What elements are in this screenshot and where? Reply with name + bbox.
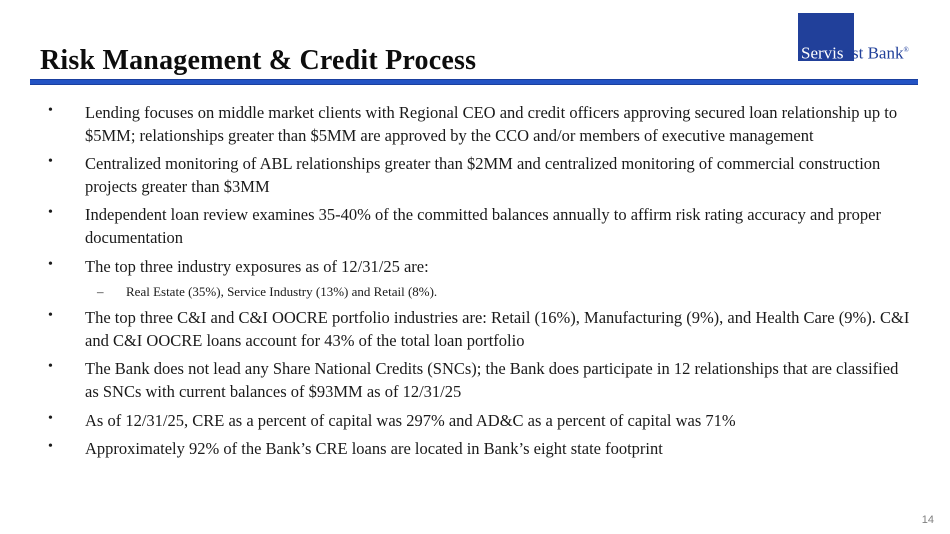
bullet-marker: • [48,438,53,454]
bullet-text: The Bank does not lead any Share Nationa… [85,359,899,402]
logo-servis-text: Servis [801,44,844,63]
bullet-text: As of 12/31/25, CRE as a percent of capi… [85,410,736,430]
sub-list-item: – Real Estate (35%), Service Industry (1… [97,283,914,301]
bullet-marker: • [48,410,53,426]
dash-marker: – [97,283,104,299]
bullet-text: The top three C&I and C&I OOCRE portfoli… [85,308,910,351]
list-item: • The top three C&I and C&I OOCRE portfo… [48,306,914,352]
list-item: • Independent loan review examines 35-40… [48,203,914,249]
list-item: • As of 12/31/25, CRE as a percent of ca… [48,409,914,432]
list-item: • Approximately 92% of the Bank’s CRE lo… [48,437,914,460]
sub-bullet-text: Real Estate (35%), Service Industry (13%… [126,283,438,299]
page-title: Risk Management & Credit Process [40,44,477,76]
title-divider-rule [30,79,918,85]
bullet-text: Centralized monitoring of ABL relationsh… [85,154,881,197]
bullet-text: Independent loan review examines 35-40% … [85,205,881,248]
logo-blue-square [798,13,854,61]
bullet-marker: • [48,205,53,221]
bullet-text: The top three industry exposures as of 1… [85,256,429,276]
servisfirst-bank-logo: Servis1st Bank® [798,13,910,63]
bullet-marker: • [48,359,53,375]
bullet-marker: • [48,154,53,170]
list-item: • Lending focuses on middle market clien… [48,101,914,147]
bullet-marker: • [48,103,53,118]
bullet-marker: • [48,308,53,324]
logo-wordmark: Servis1st Bank® [801,42,909,62]
logo-firstbank-text: 1st Bank [843,44,904,63]
list-item: • Centralized monitoring of ABL relation… [48,152,914,198]
bullet-marker: • [48,256,53,272]
bullet-text: Approximately 92% of the Bank’s CRE loan… [85,438,663,458]
list-item: • The Bank does not lead any Share Natio… [48,357,914,403]
registered-trademark-symbol: ® [903,46,909,55]
bullet-text: Lending focuses on middle market clients… [85,103,898,146]
page-number: 14 [921,514,934,526]
bullet-list: • Lending focuses on middle market clien… [48,101,914,465]
list-item: • The top three industry exposures as of… [48,255,914,278]
